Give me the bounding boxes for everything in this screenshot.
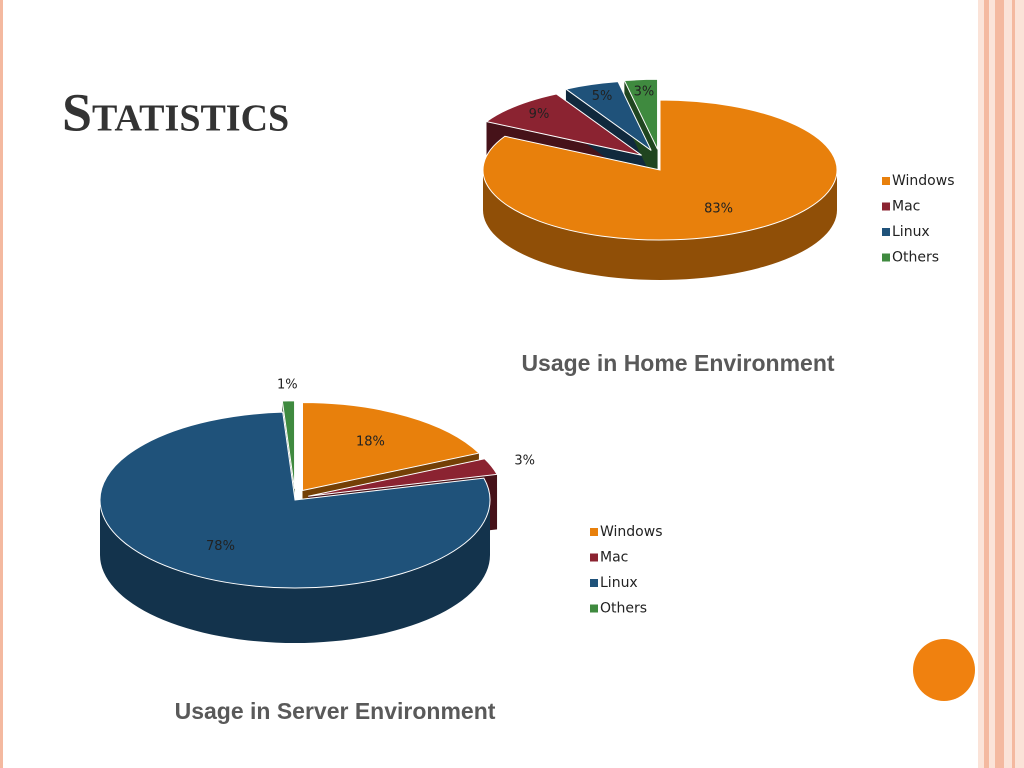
chart-title: Usage in Server Environment: [175, 698, 496, 724]
legend-label: Mac: [600, 550, 628, 566]
stripe: [995, 0, 1004, 768]
pie-slice: [482, 99, 838, 241]
legend-swatch: [882, 177, 890, 185]
data-label: 3%: [634, 85, 655, 100]
data-label: 5%: [592, 89, 613, 104]
slice-side: [100, 500, 490, 643]
data-label: 78%: [206, 539, 235, 554]
data-label: 1%: [277, 378, 298, 393]
legend-swatch: [882, 253, 890, 262]
data-label: 9%: [529, 107, 550, 122]
legend-swatch: [590, 553, 598, 562]
legend-swatch: [590, 579, 598, 587]
legend-label: Windows: [892, 173, 955, 189]
pie-slice: [99, 411, 491, 589]
legend-swatch: [590, 604, 598, 613]
pie-slice: [281, 400, 296, 489]
slice-side: [483, 170, 837, 280]
legend-label: Others: [600, 601, 647, 617]
pie-slice: [302, 402, 480, 492]
pie-slice: [564, 81, 652, 151]
chart-title: Usage in Home Environment: [521, 350, 834, 376]
legend-label: Linux: [892, 224, 930, 240]
legend-label: Mac: [892, 199, 920, 215]
data-label: 3%: [514, 454, 535, 469]
data-label: 18%: [356, 435, 385, 450]
legend-label: Linux: [600, 575, 638, 591]
stripe: [984, 0, 989, 768]
legend-label: Others: [892, 250, 939, 266]
data-label: 83%: [704, 202, 733, 217]
legend-swatch: [590, 528, 598, 536]
decor-circle: [913, 639, 975, 701]
pie-slice: [623, 78, 659, 150]
pie-slice: [485, 93, 642, 156]
legend-swatch: [882, 228, 890, 236]
legend-swatch: [882, 202, 890, 211]
slide-title: Statistics: [62, 82, 289, 142]
legend-label: Windows: [600, 524, 663, 540]
pie-slice: [308, 458, 498, 497]
left-border: [0, 0, 3, 768]
stripe: [1012, 0, 1015, 768]
